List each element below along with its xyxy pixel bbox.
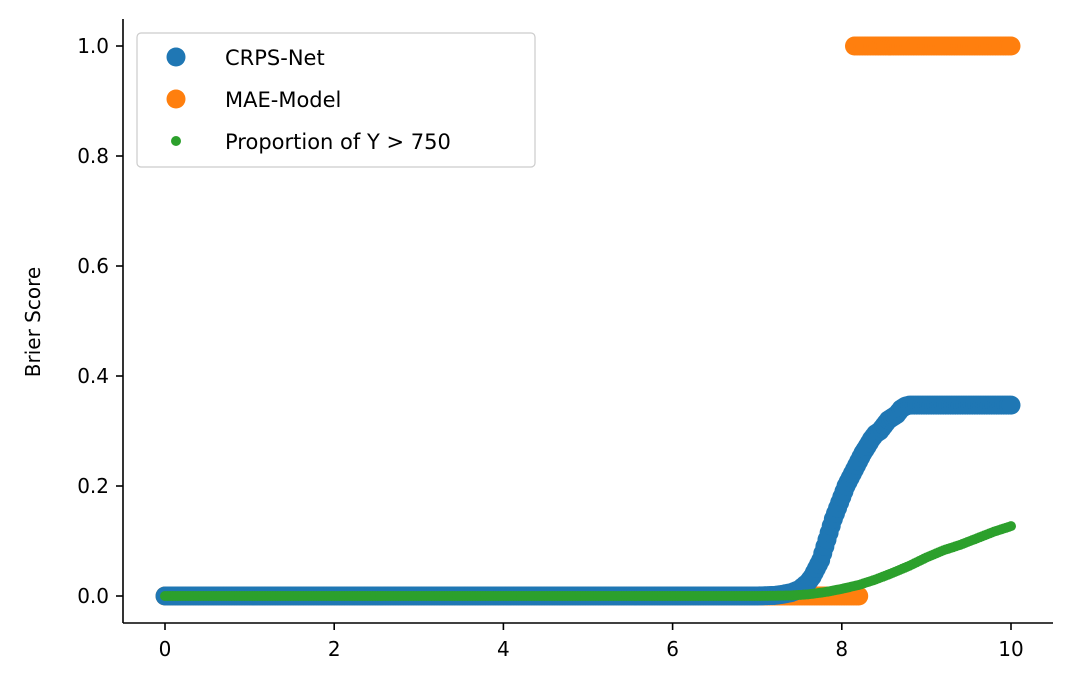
data-point	[1001, 36, 1021, 56]
legend-box	[136, 32, 536, 168]
y-ticks: 0.0 0.2 0.4 0.6 0.8 1.0	[77, 34, 123, 608]
y-tick-label: 0.0	[77, 584, 109, 608]
y-tick-label: 0.2	[77, 474, 109, 498]
legend-label: MAE-Model	[225, 88, 341, 112]
series-proportion-of-y-750	[160, 521, 1016, 601]
y-tick-label: 0.4	[77, 364, 109, 388]
x-ticks: 0 2 4 6 8 10	[159, 623, 1024, 661]
legend-marker	[166, 47, 186, 67]
data-point	[1001, 395, 1021, 415]
x-tick-label: 8	[835, 637, 848, 661]
y-tick-label: 0.6	[77, 254, 109, 278]
legend-marker	[166, 89, 186, 109]
y-tick-label: 0.8	[77, 144, 109, 168]
x-tick-label: 0	[159, 637, 172, 661]
y-tick-label: 1.0	[77, 34, 109, 58]
x-tick-label: 6	[666, 637, 679, 661]
x-tick-label: 2	[328, 637, 341, 661]
x-tick-label: 4	[497, 637, 510, 661]
series-layer	[155, 36, 1021, 606]
axes-layer	[122, 19, 1053, 624]
legend-label: CRPS-Net	[225, 46, 325, 70]
legend-marker	[171, 136, 181, 146]
legend: CRPS-Net MAE-Model Proportion of Y > 750	[136, 32, 536, 168]
y-axis-label: Brier Score	[21, 267, 45, 377]
data-point	[1006, 521, 1016, 532]
x-tick-label: 10	[998, 637, 1023, 661]
data-point	[849, 586, 869, 606]
legend-label: Proportion of Y > 750	[225, 130, 451, 154]
